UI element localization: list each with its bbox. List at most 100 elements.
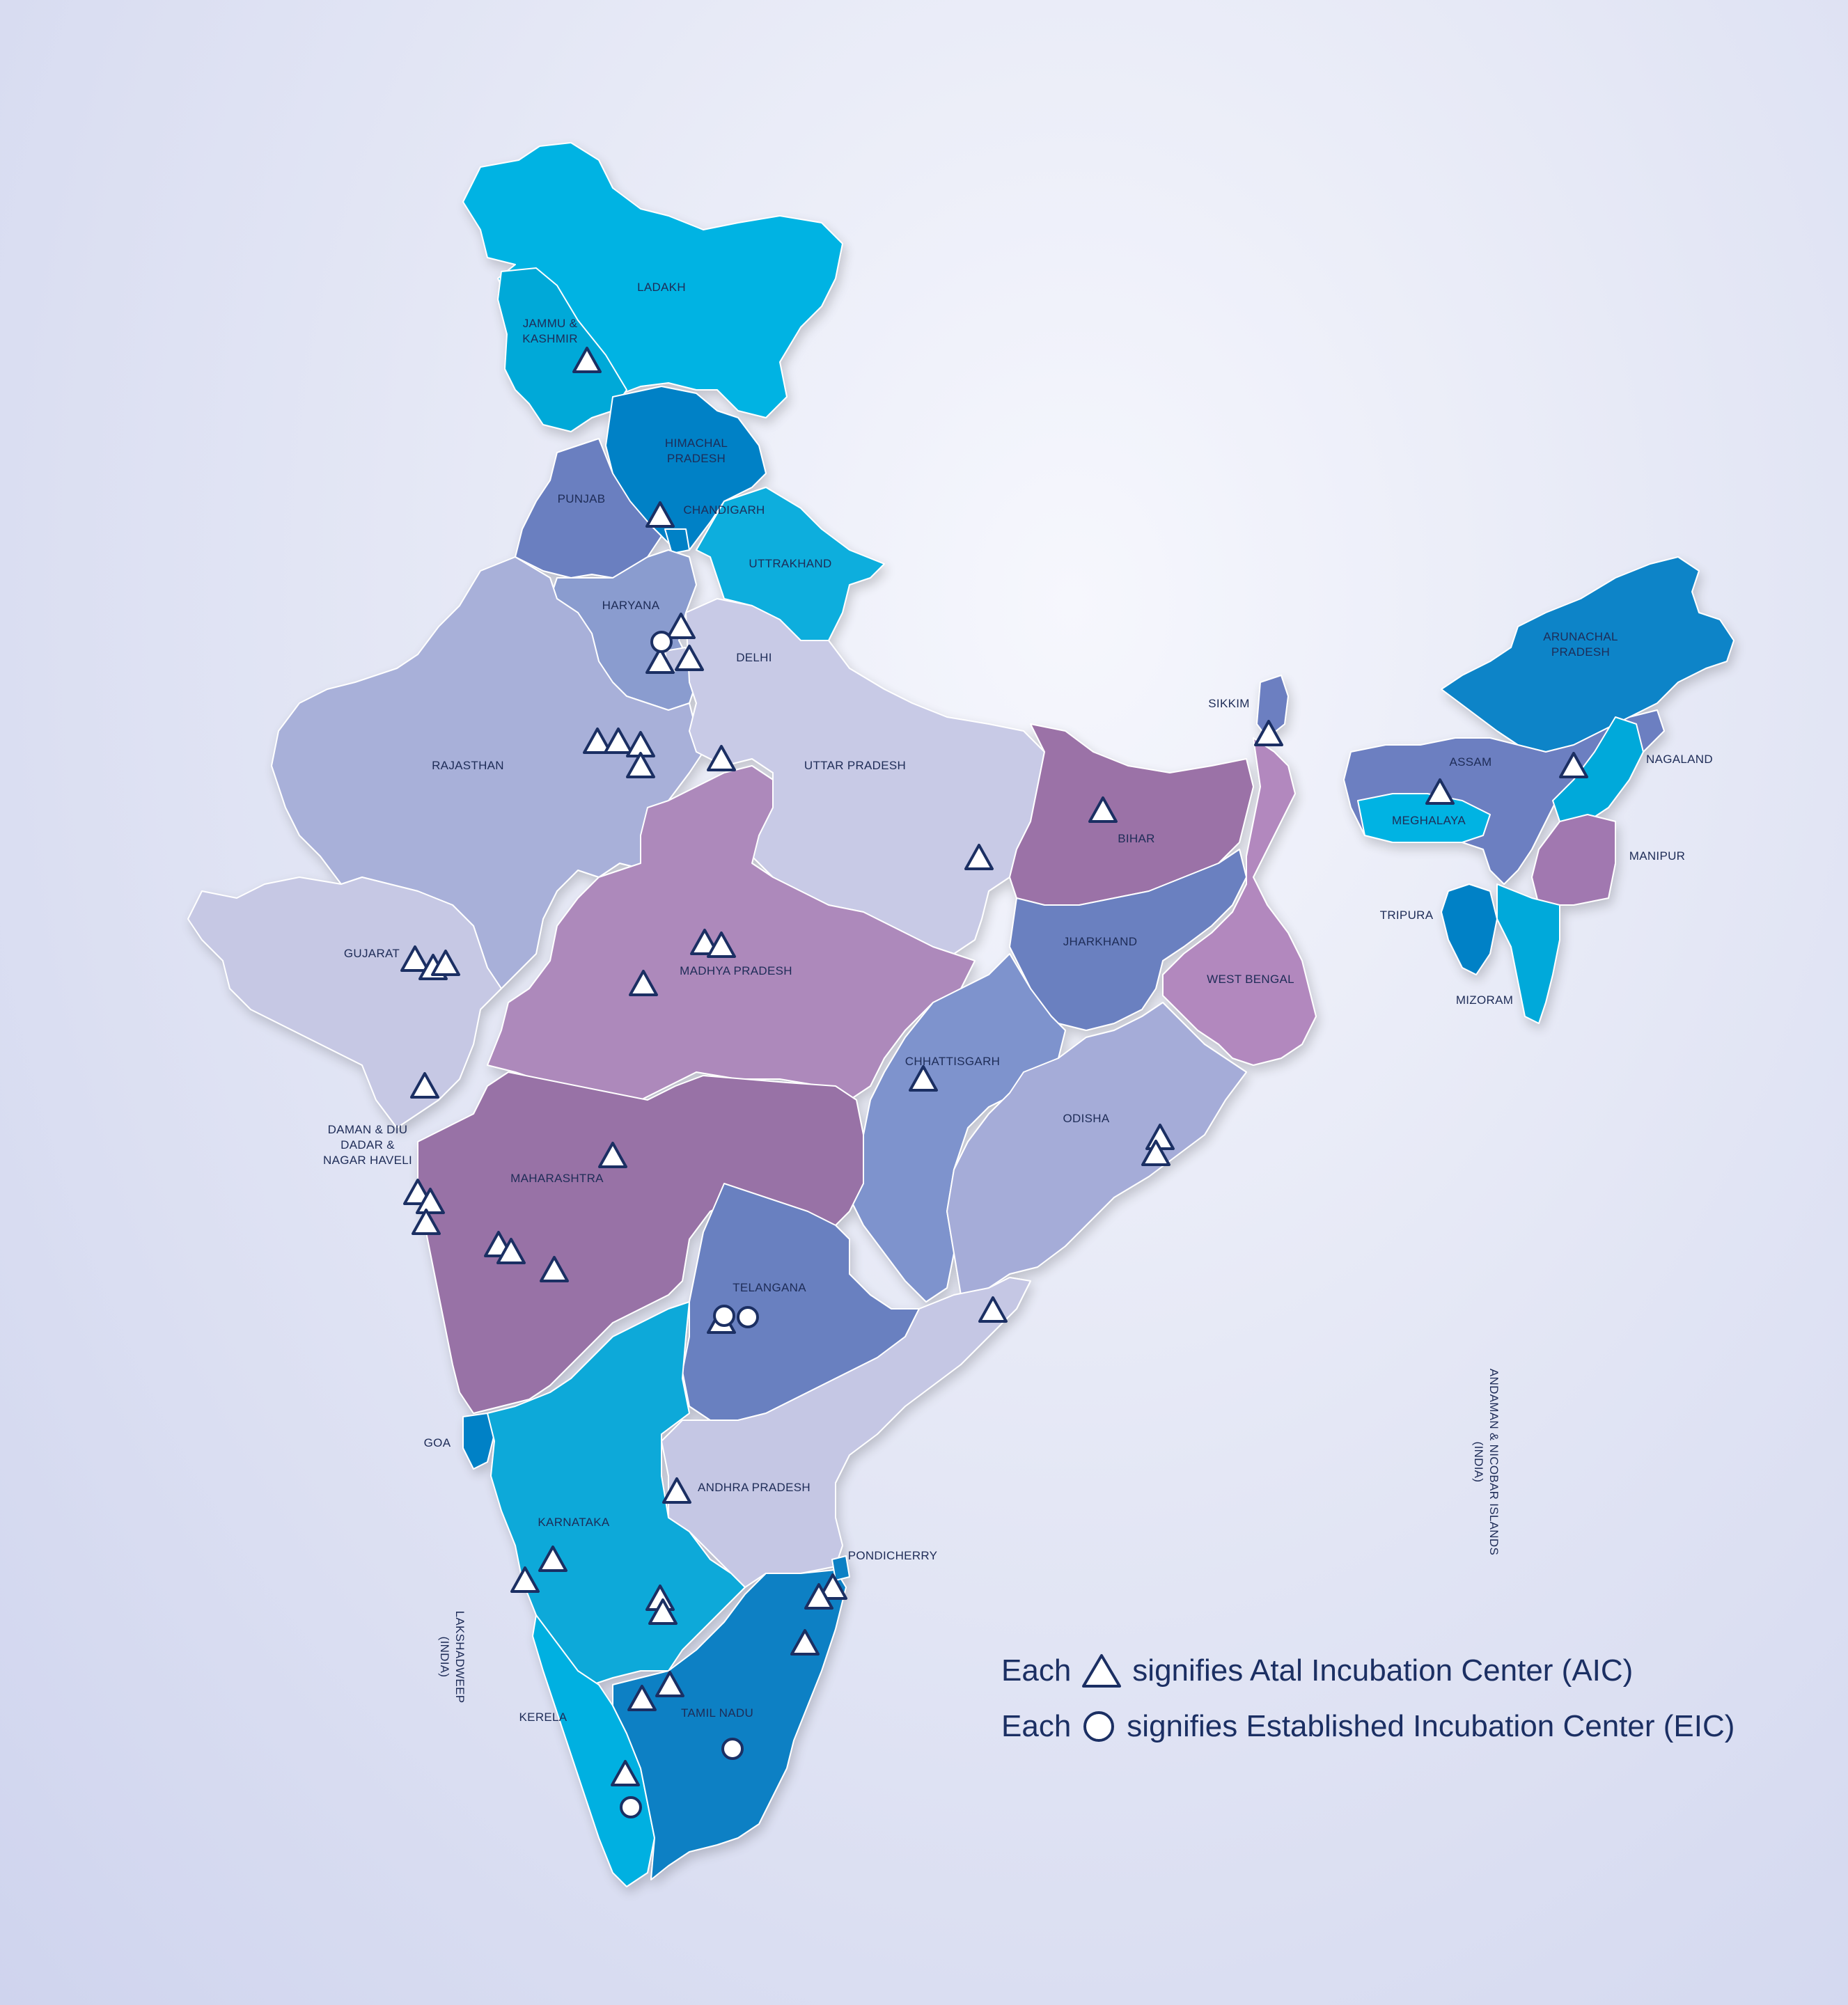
legend-aic-text: signifies Atal Incubation Center (AIC) xyxy=(1132,1653,1634,1688)
aic-marker[interactable] xyxy=(583,728,612,754)
label-madhya-pradesh: MADHYA PRADESH xyxy=(680,964,792,977)
aic-marker[interactable] xyxy=(627,1685,657,1711)
label-tamil-nadu: TAMIL NADU xyxy=(681,1706,753,1720)
state-west-bengal[interactable] xyxy=(1162,737,1317,1066)
aic-marker[interactable] xyxy=(412,1209,441,1235)
label-punjab: PUNJAB xyxy=(558,492,606,505)
aic-marker[interactable] xyxy=(909,1065,938,1092)
legend-eic: Each signifies Established Incubation Ce… xyxy=(1001,1699,1823,1754)
aic-marker[interactable] xyxy=(510,1566,540,1593)
label-haryana: HARYANA xyxy=(602,599,660,612)
state-odisha[interactable] xyxy=(946,1002,1247,1296)
aic-marker[interactable] xyxy=(666,613,696,639)
label-arunachal-pradesh: ARUNACHAL PRADESH xyxy=(1543,630,1618,659)
state-arunachal-pradesh[interactable] xyxy=(1441,556,1735,753)
state-pondicherry[interactable] xyxy=(831,1555,850,1581)
state-kerela[interactable] xyxy=(532,1614,655,1887)
aic-marker[interactable] xyxy=(1559,752,1588,778)
aic-marker[interactable] xyxy=(655,1671,684,1697)
aic-marker[interactable] xyxy=(707,931,736,958)
aic-marker[interactable] xyxy=(978,1296,1008,1323)
label-nagaland: NAGALAND xyxy=(1646,753,1713,766)
state-uttrakhand[interactable] xyxy=(696,487,885,641)
label-goa: GOA xyxy=(424,1436,451,1449)
label-gujarat: GUJARAT xyxy=(344,947,400,960)
aic-marker[interactable] xyxy=(1425,778,1455,805)
state-uttar-pradesh[interactable] xyxy=(685,598,1045,954)
label-maharashtra: MAHARASHTRA xyxy=(510,1172,604,1185)
aic-marker[interactable] xyxy=(1088,796,1118,823)
label-meghalaya: MEGHALAYA xyxy=(1392,814,1466,827)
aic-marker[interactable] xyxy=(629,970,658,996)
label-telangana: TELANGANA xyxy=(733,1281,806,1294)
eic-marker[interactable] xyxy=(737,1306,759,1328)
label-himachal-pradesh: HIMACHAL PRADESH xyxy=(665,437,728,465)
aic-marker[interactable] xyxy=(790,1629,820,1656)
state-mizoram[interactable] xyxy=(1496,883,1560,1024)
label-odisha: ODISHA xyxy=(1063,1112,1110,1125)
state-rajasthan[interactable] xyxy=(271,556,704,989)
label-rajasthan: RAJASTHAN xyxy=(432,759,504,772)
label-chhattisgarh: CHHATTISGARH xyxy=(905,1055,1000,1068)
aic-marker[interactable] xyxy=(645,501,675,528)
legend-aic-prefix: Each xyxy=(1001,1653,1072,1688)
eic-marker[interactable] xyxy=(620,1796,642,1818)
aic-marker[interactable] xyxy=(626,752,655,778)
label-west-bengal: WEST BENGAL xyxy=(1207,973,1294,986)
label-ladakh: LADAKH xyxy=(637,281,686,294)
aic-marker[interactable] xyxy=(416,1188,445,1214)
circle-icon xyxy=(1083,1711,1115,1742)
state-tripura[interactable] xyxy=(1441,883,1498,975)
aic-marker[interactable] xyxy=(804,1583,833,1610)
label-chandigarh: CHANDIGARH xyxy=(683,503,765,517)
aic-marker[interactable] xyxy=(598,1142,627,1168)
state-gujarat[interactable] xyxy=(187,876,502,1129)
aic-marker[interactable] xyxy=(662,1477,691,1504)
eic-marker[interactable] xyxy=(721,1738,744,1760)
aic-marker[interactable] xyxy=(818,1573,847,1600)
state-meghalaya[interactable] xyxy=(1357,793,1491,843)
state-sikkim[interactable] xyxy=(1256,675,1289,739)
state-tamil-nadu[interactable] xyxy=(612,1569,847,1880)
label-lakshadweep: LAKSHADWEEP(INDIA) xyxy=(438,1611,467,1704)
eic-marker[interactable] xyxy=(650,631,673,653)
aic-marker[interactable] xyxy=(690,929,719,955)
aic-marker[interactable] xyxy=(1141,1140,1170,1166)
label-tripura: TRIPURA xyxy=(1380,909,1434,922)
aic-marker[interactable] xyxy=(572,347,602,373)
aic-marker[interactable] xyxy=(648,1598,678,1625)
label-bihar: BIHAR xyxy=(1118,832,1154,845)
aic-marker[interactable] xyxy=(540,1256,569,1282)
aic-marker[interactable] xyxy=(604,728,633,754)
state-manipur[interactable] xyxy=(1531,814,1616,906)
legend: Each signifies Atal Incubation Center (A… xyxy=(1001,1643,1823,1754)
state-jammu-kashmir[interactable] xyxy=(497,267,627,432)
aic-marker[interactable] xyxy=(410,1072,439,1099)
state-karnataka[interactable] xyxy=(487,1301,746,1685)
aic-marker[interactable] xyxy=(400,945,430,972)
label-mizoram: MIZORAM xyxy=(1456,993,1513,1007)
label-delhi: DELHI xyxy=(736,651,772,664)
aic-marker[interactable] xyxy=(1254,720,1283,746)
aic-marker[interactable] xyxy=(611,1760,640,1786)
label-manipur: MANIPUR xyxy=(1629,849,1686,863)
triangle-icon xyxy=(1082,1654,1122,1688)
aic-marker[interactable] xyxy=(431,950,460,976)
label-kerela: KERELA xyxy=(519,1711,567,1724)
aic-marker[interactable] xyxy=(645,647,675,674)
label-sikkim: SIKKIM xyxy=(1208,697,1249,710)
aic-marker[interactable] xyxy=(964,844,994,870)
state-chandigarh[interactable] xyxy=(664,528,690,554)
aic-marker[interactable] xyxy=(675,645,704,671)
aic-marker[interactable] xyxy=(707,745,736,771)
eic-marker[interactable] xyxy=(713,1305,735,1327)
label-assam: ASSAM xyxy=(1449,755,1491,769)
legend-eic-text: signifies Established Incubation Center … xyxy=(1127,1709,1735,1743)
legend-aic: Each signifies Atal Incubation Center (A… xyxy=(1001,1643,1823,1699)
label-jammu-kashmir: JAMMU & KASHMIR xyxy=(522,317,578,345)
label-daman-diu: DAMAN & DIU DADAR & NAGAR HAVELI xyxy=(323,1123,412,1167)
aic-marker[interactable] xyxy=(496,1238,526,1264)
label-andaman: ANDAMAN & NICOBAR ISLANDS(INDIA) xyxy=(1472,1369,1501,1555)
aic-marker[interactable] xyxy=(538,1546,567,1572)
